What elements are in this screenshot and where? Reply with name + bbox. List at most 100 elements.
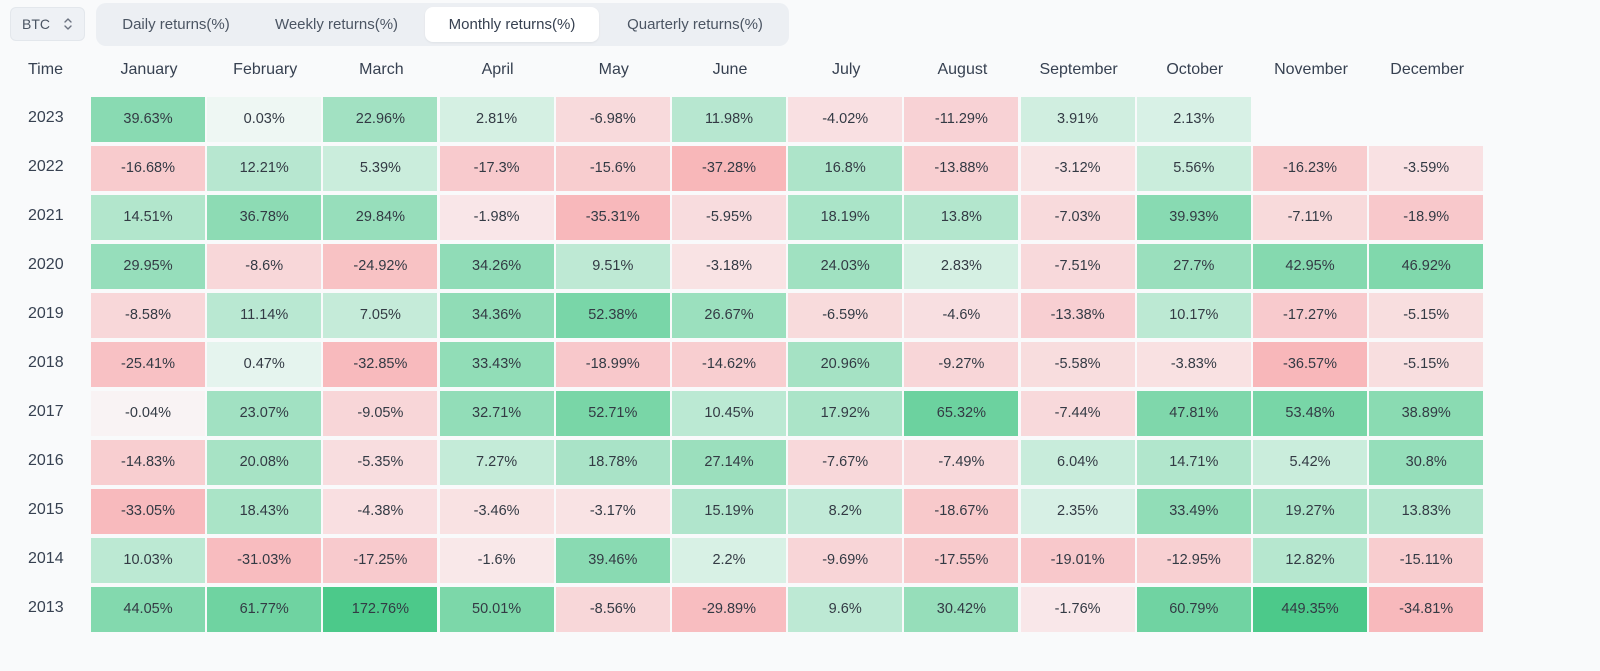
month-header-november: November [1274,61,1348,78]
heatmap-cell-2014-march: -17.25% [323,538,438,583]
heatmap-cell-2015-march: -4.38% [323,489,438,534]
tab-quarterly-returns[interactable]: Quarterly returns(%) [627,16,763,33]
heatmap-cell-2014-june: 2.2% [672,538,786,583]
heatmap-cell-2021-july: 18.19% [788,195,903,240]
heatmap-cell-2013-april: 50.01% [439,587,554,632]
heatmap-cell-2022-april: -17.3% [439,146,554,191]
heatmap-cell-2019-february: 11.14% [207,293,322,338]
heatmap-cell-2022-september: -3.12% [1020,146,1135,191]
heatmap-cell-2016-november: 5.42% [1253,440,1367,485]
heatmap-cell-2017-august: 65.32% [904,391,1019,436]
heatmap-cell-2019-october: 10.17% [1136,293,1251,338]
heatmap-cell-2021-january: 14.51% [91,195,205,240]
heatmap-cell-2023-september: 3.91% [1020,97,1135,142]
year-label-2023: 2023 [28,109,64,126]
heatmap-cell-2017-june: 10.45% [672,391,786,436]
heatmap-cell-2020-june: -3.18% [672,244,786,289]
heatmap-cell-2022-july: 16.8% [788,146,903,191]
heatmap-cell-2014-september: -19.01% [1020,538,1135,583]
heatmap-cell-2013-february: 61.77% [207,587,322,632]
heatmap-cell-2021-october: 39.93% [1136,195,1251,240]
year-label-2018: 2018 [28,354,64,371]
heatmap-cell-2016-august: -7.49% [904,440,1019,485]
heatmap-cell-2017-october: 47.81% [1136,391,1251,436]
year-label-2013: 2013 [28,599,64,616]
month-header-february: February [233,61,298,78]
tab-daily-returns[interactable]: Daily returns(%) [122,16,230,33]
heatmap-cell-2016-february: 20.08% [207,440,322,485]
heatmap-cell-2017-february: 23.07% [207,391,322,436]
heatmap-cell-2015-september: 2.35% [1020,489,1135,534]
heatmap-cell-2014-may: 39.46% [555,538,670,583]
heatmap-cell-2013-march: 172.76% [323,587,438,632]
heatmap-cell-2016-may: 18.78% [555,440,670,485]
heatmap-cell-2019-january: -8.58% [91,293,205,338]
heatmap-cell-2018-august: -9.27% [904,342,1019,387]
heatmap-cell-2019-november: -17.27% [1253,293,1367,338]
heatmap-cell-2020-april: 34.26% [439,244,554,289]
month-header-august: August [937,61,988,78]
tab-weekly-returns[interactable]: Weekly returns(%) [274,16,399,33]
heatmap-cell-2015-june: 15.19% [672,489,786,534]
heatmap-cell-2016-december: 30.8% [1369,440,1484,485]
heatmap-cell-2014-february: -31.03% [207,538,322,583]
heatmap-cell-2019-july: -6.59% [788,293,903,338]
heatmap-cell-2018-october: -3.83% [1136,342,1251,387]
heatmap-cell-2013-september: -1.76% [1020,587,1135,632]
year-label-2020: 2020 [28,256,64,273]
heatmap-cell-2017-september: -7.44% [1020,391,1135,436]
heatmap-cell-2017-january: -0.04% [91,391,205,436]
heatmap-cell-2015-april: -3.46% [439,489,554,534]
month-header-october: October [1166,61,1224,78]
heatmap-cell-2015-december: 13.83% [1369,489,1484,534]
heatmap-cell-2020-february: -8.6% [207,244,322,289]
year-label-2014: 2014 [28,550,64,567]
heatmap-cell-2023-march: 22.96% [323,97,438,142]
year-label-2015: 2015 [28,501,64,518]
heatmap-cell-2014-july: -9.69% [788,538,903,583]
heatmap-cell-2022-may: -15.6% [555,146,670,191]
heatmap-cell-2014-december: -15.11% [1369,538,1484,583]
heatmap-cell-2014-august: -17.55% [904,538,1019,583]
heatmap-cell-2019-june: 26.67% [672,293,786,338]
heatmap-cell-2018-november: -36.57% [1253,342,1367,387]
asset-select[interactable]: BTC [10,7,85,41]
heatmap-cell-2022-december: -3.59% [1369,146,1484,191]
heatmap-cell-2013-july: 9.6% [788,587,903,632]
heatmap-cell-2013-june: -29.89% [672,587,786,632]
heatmap-cell-2016-july: -7.67% [788,440,903,485]
time-column-header: Time [28,61,63,78]
heatmap-cell-2016-april: 7.27% [439,440,554,485]
heatmap-cell-2022-january: -16.68% [91,146,205,191]
heatmap-cell-2023-february: 0.03% [207,97,322,142]
heatmap-cell-2013-may: -8.56% [555,587,670,632]
heatmap-cell-2017-march: -9.05% [323,391,438,436]
heatmap-cell-2020-december: 46.92% [1369,244,1484,289]
heatmap-cell-2014-april: -1.6% [439,538,554,583]
heatmap-cell-2021-february: 36.78% [207,195,322,240]
heatmap-cell-2021-march: 29.84% [323,195,438,240]
returns-period-tabs: Daily returns(%) Weekly returns(%) Month… [96,3,789,46]
tab-monthly-returns[interactable]: Monthly returns(%) [425,7,599,42]
year-label-2021: 2021 [28,207,64,224]
heatmap-cell-2018-september: -5.58% [1020,342,1135,387]
chevron-up-down-icon [64,18,72,30]
heatmap-cell-2021-may: -35.31% [555,195,670,240]
year-label-2017: 2017 [28,403,64,420]
heatmap-cell-2016-september: 6.04% [1020,440,1135,485]
heatmap-cell-2021-august: 13.8% [904,195,1019,240]
heatmap-cell-2014-january: 10.03% [91,538,205,583]
heatmap-cell-2023-october: 2.13% [1136,97,1251,142]
heatmap-cell-2013-october: 60.79% [1136,587,1251,632]
heatmap-cell-2022-october: 5.56% [1136,146,1251,191]
heatmap-cell-2023-january: 39.63% [91,97,205,142]
heatmap-cell-2015-november: 19.27% [1253,489,1367,534]
heatmap-cell-2017-december: 38.89% [1369,391,1484,436]
month-header-september: September [1039,61,1118,78]
heatmap-cell-2013-november: 449.35% [1253,587,1367,632]
heatmap-cell-2019-april: 34.36% [439,293,554,338]
heatmap-cell-2015-october: 33.49% [1136,489,1251,534]
heatmap-cell-2015-february: 18.43% [207,489,322,534]
month-header-december: December [1390,61,1465,78]
year-label-2019: 2019 [28,305,64,322]
